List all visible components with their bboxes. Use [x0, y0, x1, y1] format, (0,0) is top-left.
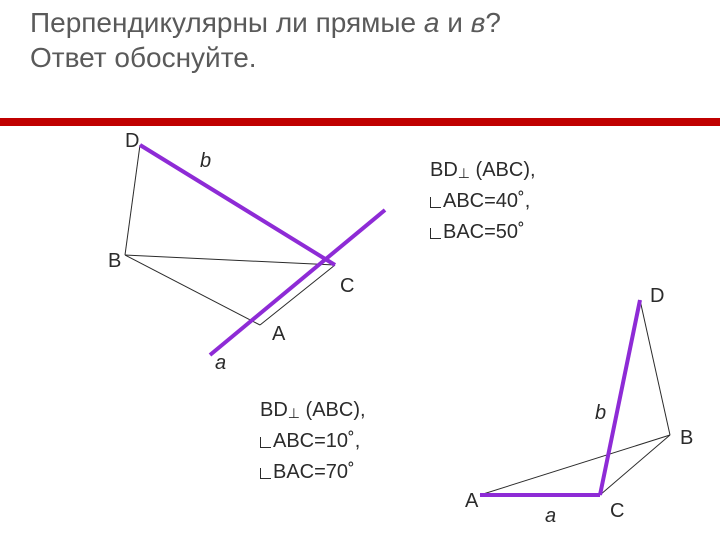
label-B-1: B	[108, 250, 121, 273]
conditions-1: BD⊥ (ABC),ABC=40˚,BAC=50˚	[430, 155, 536, 248]
label-a-2: a	[545, 505, 556, 528]
label-B-2: B	[680, 427, 693, 450]
edge-BC	[125, 255, 335, 265]
label-D-2: D	[650, 285, 664, 308]
label-D-1: D	[125, 130, 139, 153]
label-C-1: C	[340, 275, 354, 298]
edge-DB	[125, 145, 140, 255]
label-a-1: a	[215, 352, 226, 375]
edge-BD	[640, 300, 670, 435]
line-b	[140, 145, 335, 265]
label-b-1: b	[200, 150, 211, 173]
title-underline	[0, 118, 720, 126]
edge-AB	[480, 435, 670, 495]
label-A-2: A	[465, 490, 478, 513]
label-C-2: C	[610, 500, 624, 523]
conditions-2: BD⊥ (ABC),ABC=10˚,BAC=70˚	[260, 395, 366, 488]
label-A-1: A	[272, 323, 285, 346]
diagram-1	[70, 130, 430, 360]
diagram-2	[460, 280, 710, 530]
label-b-2: b	[595, 402, 606, 425]
edge-BA	[125, 255, 260, 325]
question-title: Перпендикулярны ли прямые а и в?Ответ об…	[30, 5, 690, 75]
line-a	[210, 210, 385, 355]
edge-AC	[260, 265, 335, 325]
